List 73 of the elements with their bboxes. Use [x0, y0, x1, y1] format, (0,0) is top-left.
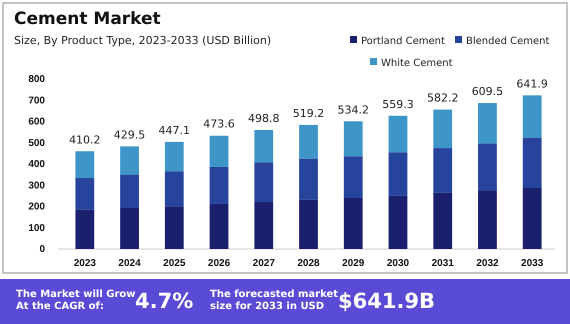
y-tick-label: 0 [39, 244, 46, 256]
chart-title: Cement Market [14, 9, 161, 29]
y-tick-label: 600 [28, 116, 46, 128]
bar [344, 121, 363, 156]
bar [478, 144, 497, 191]
annotation: 609.5 [472, 85, 504, 98]
legend-label: White Cement [381, 58, 453, 69]
x-tick-label: 2030 [386, 258, 410, 269]
bar [75, 210, 94, 249]
bar [254, 130, 274, 162]
bar [478, 103, 497, 144]
bar [478, 190, 497, 249]
y-tick-label: 200 [28, 202, 46, 213]
legend-label: Blended Cement [466, 36, 550, 47]
y-tick-label: 700 [28, 95, 46, 106]
bar [164, 171, 184, 206]
bar [522, 95, 542, 138]
text: 4.7% [135, 289, 194, 313]
bar [75, 151, 94, 178]
annotation: 534.2 [337, 103, 369, 116]
bar [254, 162, 274, 202]
annotation: 519.2 [292, 106, 324, 120]
bar [433, 148, 452, 193]
bar [522, 138, 542, 188]
bar [299, 124, 318, 159]
x-tick-label: 2032 [476, 258, 500, 269]
annotation: 498.8 [248, 112, 280, 125]
annotation: 447.1 [158, 124, 190, 137]
text: The Market will Grow At the CAGR of: [16, 289, 136, 312]
bar [433, 110, 452, 148]
bar [120, 208, 139, 249]
x-tick-label: 2033 [521, 258, 544, 269]
bar [299, 200, 318, 249]
bar [388, 116, 408, 152]
bar [120, 174, 139, 208]
x-tick-label: 2027 [252, 258, 276, 269]
bar [210, 166, 228, 204]
legend-label: Portland Cement [361, 36, 445, 47]
bar [344, 156, 363, 198]
x-tick-label: 2024 [118, 258, 142, 269]
annotation: 429.5 [114, 128, 146, 142]
bar [210, 204, 228, 249]
annotation: 582.2 [426, 92, 458, 105]
y-tick-label: 800 [28, 74, 46, 86]
bar [388, 152, 408, 196]
bar [164, 142, 184, 172]
bar [433, 192, 452, 249]
annotation: 473.6 [203, 118, 235, 131]
chart-subtitle: Size, By Product Type, 2023-2033 (USD Billion) [14, 34, 272, 47]
x-tick-label: 2025 [163, 258, 186, 269]
text: The forecasted market size for 2033 in USD [210, 289, 338, 312]
bar [75, 178, 94, 210]
bar [299, 158, 318, 200]
y-tick-label: 400 [28, 159, 46, 170]
annotation: 559.3 [382, 98, 414, 111]
annotation: 410.2 [69, 133, 101, 146]
bar [388, 196, 408, 249]
annotation: 641.9 [516, 77, 548, 90]
bar [164, 206, 184, 249]
bar [210, 136, 228, 167]
y-tick-label: 300 [28, 180, 46, 192]
bar [344, 198, 363, 249]
x-tick-label: 2026 [208, 258, 231, 269]
x-tick-label: 2028 [297, 258, 320, 269]
x-tick-label: 2023 [74, 258, 96, 269]
bar [522, 188, 542, 249]
x-tick-label: 2031 [432, 258, 454, 269]
y-tick-label: 100 [28, 222, 46, 234]
text: $641.9B [338, 289, 436, 313]
bar [254, 202, 274, 249]
bar [120, 146, 139, 175]
x-tick-label: 2029 [342, 258, 365, 269]
y-tick-label: 500 [28, 138, 46, 149]
